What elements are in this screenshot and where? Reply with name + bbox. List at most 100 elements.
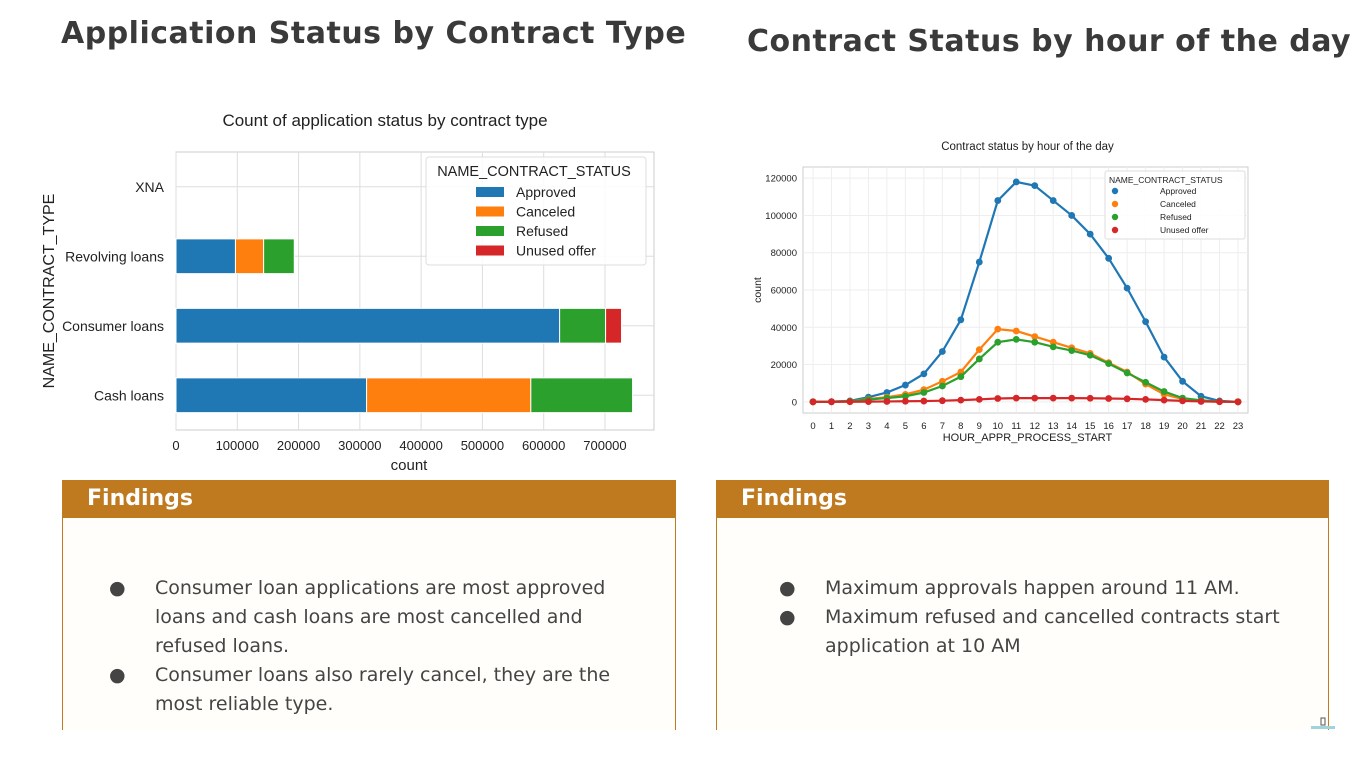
finding-item: ● Consumer loan applications are most app… [109,574,657,661]
chart-title: Count of application status by contract … [222,111,547,130]
legend-label: Refused [1160,212,1192,222]
point-refused [901,392,909,400]
point-unused-offer [994,395,1002,402]
point-unused-offer [1123,395,1131,403]
point-refused [1049,343,1057,351]
y-tick-label: Consumer loans [62,318,164,334]
point-unused-offer [1049,394,1057,402]
x-tick-label: 700000 [583,438,626,453]
bar-canceled [234,238,265,275]
point-refused [1142,378,1150,386]
bullet-icon: ● [109,577,126,599]
point-approved [1049,197,1057,204]
point-approved [901,381,909,389]
point-refused [1105,360,1113,368]
y-axis-label: count [752,277,764,303]
point-canceled [1012,327,1020,335]
finding-item: ● Consumer loans also rarely cancel, they… [109,661,657,719]
x-tick-label: 7 [940,421,945,432]
bar-canceled [366,377,532,414]
y-tick-label: Cash loans [94,387,164,403]
point-refused [994,338,1002,346]
point-canceled [994,325,1002,333]
point-approved [957,316,965,324]
point-canceled [938,377,946,385]
finding-text: Consumer loans also rarely cancel, they … [155,664,611,715]
point-unused-offer [975,395,983,403]
findings-list: ● Consumer loan applications are most app… [109,574,657,719]
point-unused-offer [957,396,965,404]
x-tick-label: 600000 [522,438,565,453]
y-tick-label: Revolving loans [65,248,164,264]
bullet-icon: ● [779,577,796,599]
point-unused-offer [1012,394,1020,402]
finding-text: Maximum approvals happen around 11 AM. [825,577,1240,599]
x-tick-label: 13 [1048,421,1059,432]
point-approved [1012,178,1020,186]
right-slide-title: Contract Status by hour of the day [747,24,1352,59]
point-canceled [1031,333,1039,340]
y-tick-label: 100000 [765,211,797,222]
point-refused [1123,369,1131,377]
bar-approved [175,238,236,275]
point-approved [920,370,928,378]
x-tick-label: 16 [1103,421,1114,432]
point-unused-offer [901,397,909,405]
point-unused-offer [846,398,854,406]
findings-header: Findings [63,480,675,518]
findings-header: Findings [717,480,1328,518]
x-tick-label: 17 [1122,421,1133,432]
legend-swatch [476,245,504,256]
bar-refused [559,307,607,344]
y-tick-label: 0 [792,397,797,408]
x-tick-label: 10 [992,421,1003,432]
legend-label: Refused [516,223,568,239]
legend-box [425,156,647,266]
x-tick-label: 21 [1196,421,1207,432]
x-tick-label: 200000 [277,438,320,453]
bar-unused-offer [605,307,623,344]
legend-label: Canceled [516,204,575,220]
legend-marker [1111,213,1119,221]
x-axis-label: count [391,457,429,474]
point-unused-offer [1086,394,1094,402]
x-tick-label: 0 [172,438,179,453]
bar-approved [175,307,561,344]
legend-swatch [476,206,504,217]
x-tick-label: 100000 [216,438,259,453]
y-tick-label: 40000 [771,323,797,334]
point-refused [975,355,983,363]
x-tick-label: 19 [1159,421,1170,432]
findings-panel-right: Findings ● Maximum approvals happen aroun… [716,480,1329,730]
point-refused [938,382,946,390]
point-approved [975,258,983,266]
point-approved [883,389,891,396]
y-tick-label: 60000 [771,286,797,297]
legend-label: Approved [1160,186,1197,196]
point-unused-offer [865,398,872,406]
point-unused-offer [828,398,835,406]
point-approved [1086,230,1094,238]
line-chart-hour-of-day: Contract status by hour of the day 0 20000… [752,141,1249,444]
point-canceled [1049,338,1057,346]
legend-marker [1111,226,1119,234]
slide-corner-icon [1311,717,1335,729]
legend-title: NAME_CONTRACT_STATUS [437,164,631,180]
point-unused-offer [920,397,928,405]
bar-chart-contract-type: Count of application status by contract … [41,111,655,474]
point-refused [1160,388,1168,395]
y-axis-label: NAME_CONTRACT_TYPE [41,194,58,389]
point-approved [1179,377,1186,385]
legend-label: Unused offer [1160,225,1209,235]
bar-refused [263,238,295,275]
bar-refused [530,377,634,414]
y-tick-label: 80000 [771,248,797,259]
legend-swatch [476,226,504,236]
findings-list: ● Maximum approvals happen around 11 AM. … [779,574,1309,661]
x-tick-label: 22 [1214,421,1225,432]
y-tick-label: 20000 [771,360,797,371]
point-unused-offer [1068,394,1076,402]
x-tick-label: 4 [884,421,889,432]
x-tick-label: 18 [1140,421,1151,432]
legend-marker [1111,200,1119,208]
